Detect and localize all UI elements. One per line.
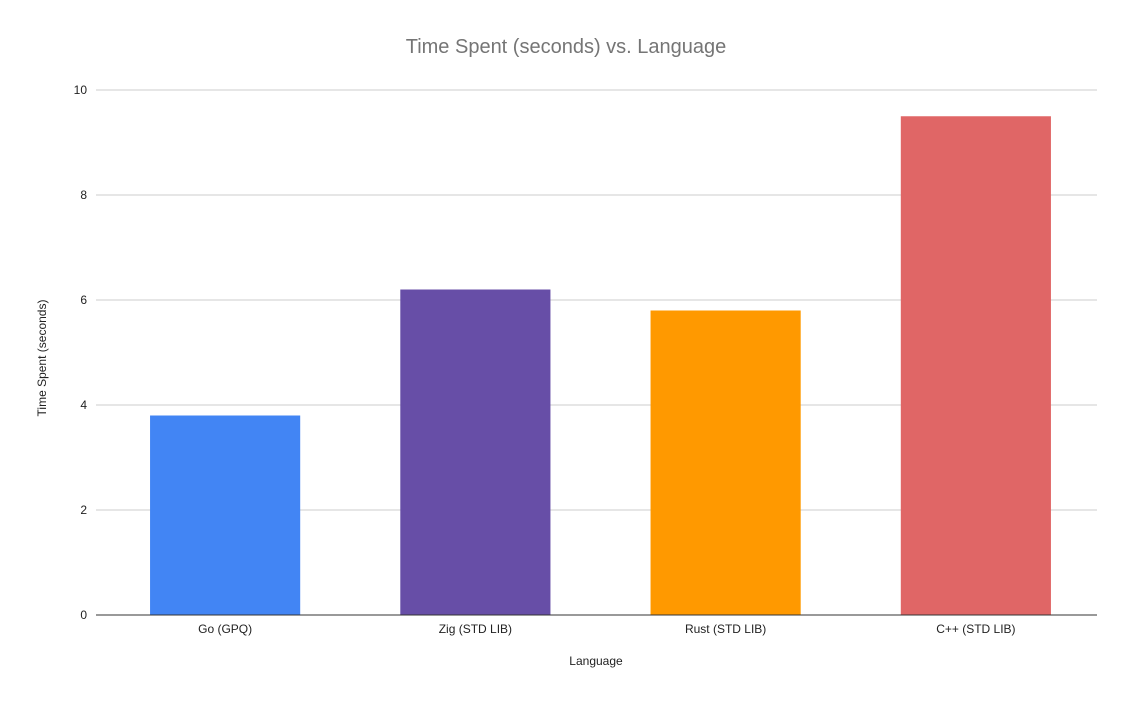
x-axis-title: Language bbox=[569, 654, 623, 668]
y-tick-label: 6 bbox=[80, 293, 87, 307]
x-tick-label: Go (GPQ) bbox=[198, 622, 252, 636]
y-axis-ticks: 0 2 4 6 8 10 bbox=[74, 83, 88, 622]
y-axis-title: Time Spent (seconds) bbox=[35, 300, 49, 417]
bar-0 bbox=[150, 415, 301, 615]
y-tick-label: 0 bbox=[80, 608, 87, 622]
x-axis-ticks: Go (GPQ) Zig (STD LIB) Rust (STD LIB) C++ (… bbox=[198, 622, 1015, 636]
bar-2 bbox=[650, 310, 801, 615]
x-tick-label: C++ (STD LIB) bbox=[936, 622, 1015, 636]
bar-1 bbox=[400, 289, 551, 615]
chart-title: Time Spent (seconds) vs. Language bbox=[406, 36, 727, 58]
y-tick-label: 2 bbox=[80, 503, 87, 517]
bar-3 bbox=[900, 116, 1051, 615]
y-tick-label: 10 bbox=[74, 83, 88, 97]
x-tick-label: Rust (STD LIB) bbox=[685, 622, 766, 636]
bars bbox=[150, 116, 1051, 615]
y-tick-label: 8 bbox=[80, 188, 87, 202]
y-tick-label: 4 bbox=[80, 398, 87, 412]
x-tick-label: Zig (STD LIB) bbox=[439, 622, 512, 636]
